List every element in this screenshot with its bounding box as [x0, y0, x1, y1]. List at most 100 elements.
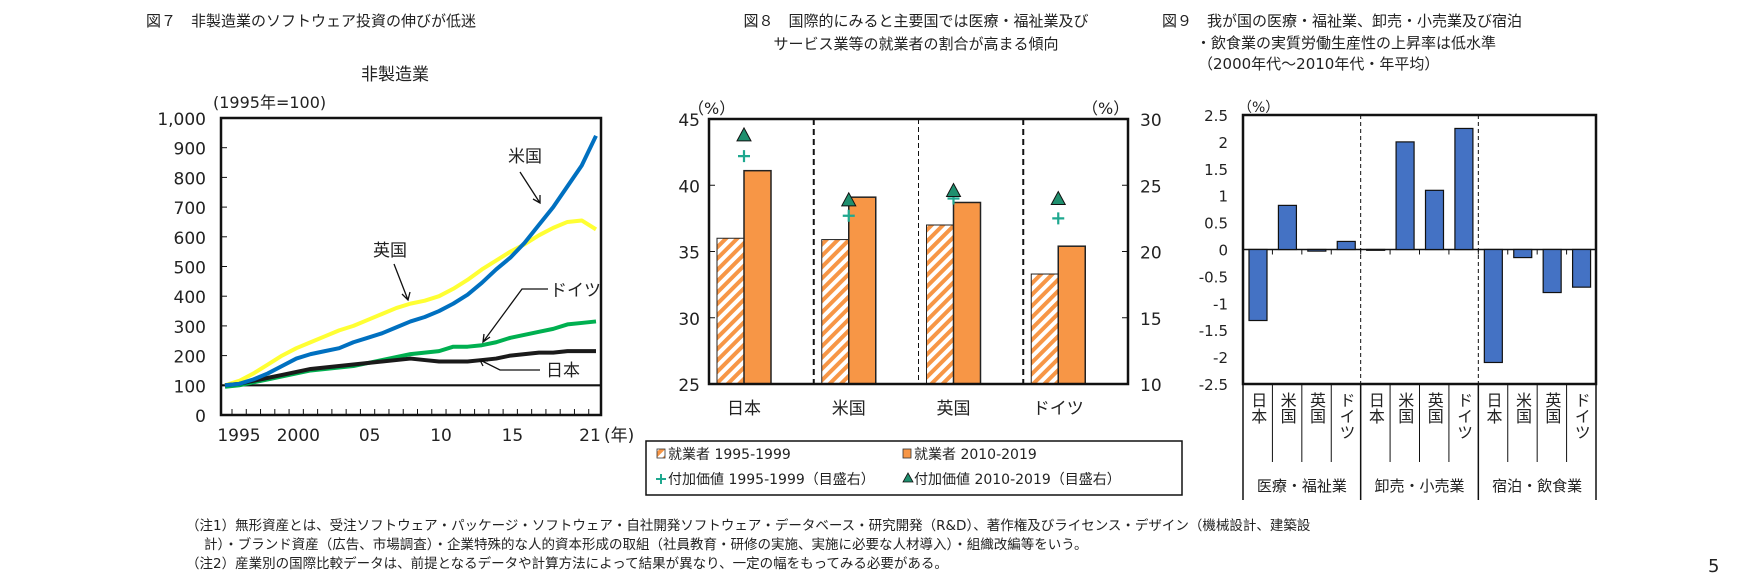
fig8-title-line1: 図８ 国際的にみると主要国では医療・福祉業及び	[743, 12, 1088, 30]
note-1-cont: 計）・ブランド資産（広告、市場調査）・企業特殊的な人的資本形成の取組（社員教育・…	[204, 537, 1088, 553]
legend-label-2: 就業者 2010-2019	[914, 447, 1037, 463]
label-germany: ドイツ	[550, 281, 601, 301]
annotation-arrows	[393, 171, 548, 371]
category-label: 英国	[937, 399, 971, 419]
legend-label-1: 就業者 1995-1999	[668, 447, 791, 463]
bar-1-3	[1454, 127, 1474, 251]
fig9-y-unit: （%）	[1238, 100, 1279, 116]
left-y-tick-label: 30	[678, 310, 700, 330]
label-uk: 英国	[373, 241, 407, 261]
marker-value-added-2010-2019	[945, 182, 962, 198]
note-1: （注1）無形資産とは、受注ソフトウェア・パッケージ・ソフトウェア・自社開発ソフト…	[186, 518, 1311, 534]
y-tick-label: 600	[174, 229, 206, 249]
legend-frame	[645, 440, 1183, 496]
fig8-plot-frame	[707, 117, 1130, 386]
y-tick-label: -2.5	[1199, 376, 1228, 394]
marker-value-added-1995-1999	[842, 209, 855, 222]
fig8-legend: 就業者 1995-1999 就業者 2010-2019 付加価値 1995-19…	[645, 440, 1183, 496]
label-us: 米国	[508, 147, 542, 167]
right-y-tick-label: 10	[1140, 376, 1162, 396]
bar-workers-2010-2019	[1057, 245, 1086, 385]
bar-0-3	[1336, 240, 1356, 251]
bar-1-0	[1366, 248, 1386, 251]
bar-2-2	[1542, 248, 1562, 294]
fig7: 図７ 非製造業のソフトウェア投資の伸びが低迷 非製造業 (1995年=100) …	[146, 12, 634, 446]
bar-2-1	[1513, 248, 1533, 259]
marker-value-added-2010-2019	[736, 126, 752, 142]
marker-value-added-2010-2019	[840, 191, 857, 207]
category-label: ドイツ	[1033, 399, 1084, 419]
arrow-us	[519, 171, 541, 205]
category-label: 米国	[1513, 392, 1532, 424]
left-y-tick-label: 40	[678, 177, 700, 197]
category-label: ドイツ	[1336, 392, 1355, 440]
arrow-uk	[393, 263, 411, 302]
group-label: 宿泊・飲食業	[1492, 477, 1582, 495]
bar-0-0	[1248, 248, 1268, 322]
arrow-germany	[482, 288, 548, 344]
y-tick-label: 700	[174, 199, 206, 219]
bar-workers-2010-2019	[952, 201, 982, 385]
y-tick-label: -0.5	[1199, 268, 1228, 286]
category-label: 日本	[1366, 392, 1385, 424]
category-label: 米国	[1395, 392, 1414, 424]
bar-0-1	[1277, 204, 1298, 251]
y-tick-label: 0	[195, 407, 206, 427]
right-y-tick-label: 30	[1140, 111, 1162, 131]
bar-2-0	[1483, 248, 1503, 364]
legend-triangle-icon	[902, 472, 914, 483]
y-tick-label: 2	[1218, 134, 1228, 152]
fig9: 図９ 我が国の医療・福祉業、卸売・小売業及び宿泊 ・飲食業の実質労働生産性の上昇…	[1162, 12, 1598, 500]
line-us	[224, 134, 598, 388]
x-tick-label: 1995	[217, 426, 260, 446]
y-tick-label: 1.5	[1204, 161, 1228, 179]
y-tick-label: 400	[174, 288, 206, 308]
arrow-japan	[478, 359, 540, 371]
fig7-y-unit: (1995年=100)	[213, 93, 326, 112]
bar-0-2	[1307, 248, 1327, 252]
left-y-tick-label: 35	[678, 244, 700, 264]
left-y-tick-label: 45	[678, 111, 700, 131]
category-label: 英国	[1425, 392, 1444, 424]
line-japan	[224, 349, 596, 388]
bar-1-2	[1424, 189, 1445, 251]
x-tick-label: 05	[359, 426, 381, 446]
category-label: 米国	[832, 399, 866, 419]
category-label: ドイツ	[1572, 392, 1591, 440]
bar-2-3	[1571, 248, 1592, 288]
category-label: 英国	[1307, 392, 1326, 424]
bar-workers-1995-1999	[716, 237, 745, 385]
y-tick-label: 1	[1218, 188, 1228, 206]
category-label: 英国	[1542, 392, 1561, 424]
y-tick-label: 900	[174, 140, 206, 160]
category-label: ドイツ	[1454, 392, 1473, 440]
legend-swatch-hatched	[656, 448, 666, 459]
y-tick-label: 2.5	[1204, 107, 1228, 125]
marker-value-added-1995-1999	[1052, 212, 1065, 225]
legend-plus-icon	[656, 474, 666, 484]
y-tick-label: 800	[174, 169, 206, 189]
y-tick-label: 300	[174, 318, 206, 338]
group-label: 卸売・小売業	[1374, 477, 1464, 495]
fig7-plot-frame	[219, 116, 603, 417]
x-tick-label: 10	[430, 426, 452, 446]
legend-swatch-solid	[902, 448, 912, 459]
page-number: 5	[1708, 556, 1720, 577]
bar-workers-1995-1999	[926, 224, 954, 385]
line-uk	[224, 218, 598, 388]
y-tick-label: 1,000	[157, 110, 206, 130]
fig7-title: 図７ 非製造業のソフトウェア投資の伸びが低迷	[146, 12, 476, 30]
bar-workers-1995-1999	[821, 239, 850, 385]
right-y-tick-label: 15	[1140, 310, 1162, 330]
fig8-left-unit: （%）	[688, 99, 735, 118]
bar-workers-2010-2019	[848, 196, 877, 385]
fig8-right-unit: （%）	[1082, 99, 1129, 118]
legend-label-4: 付加価値 2010-2019（目盛右）	[914, 472, 1121, 488]
label-japan: 日本	[546, 361, 580, 381]
x-tick-label: 15	[502, 426, 524, 446]
y-tick-label: 0.5	[1204, 215, 1228, 233]
fig7-chart-title: 非製造業	[361, 65, 429, 85]
marker-value-added-2010-2019	[1050, 190, 1067, 205]
y-tick-label: 500	[174, 259, 206, 279]
group-label: 医療・福祉業	[1257, 477, 1347, 495]
